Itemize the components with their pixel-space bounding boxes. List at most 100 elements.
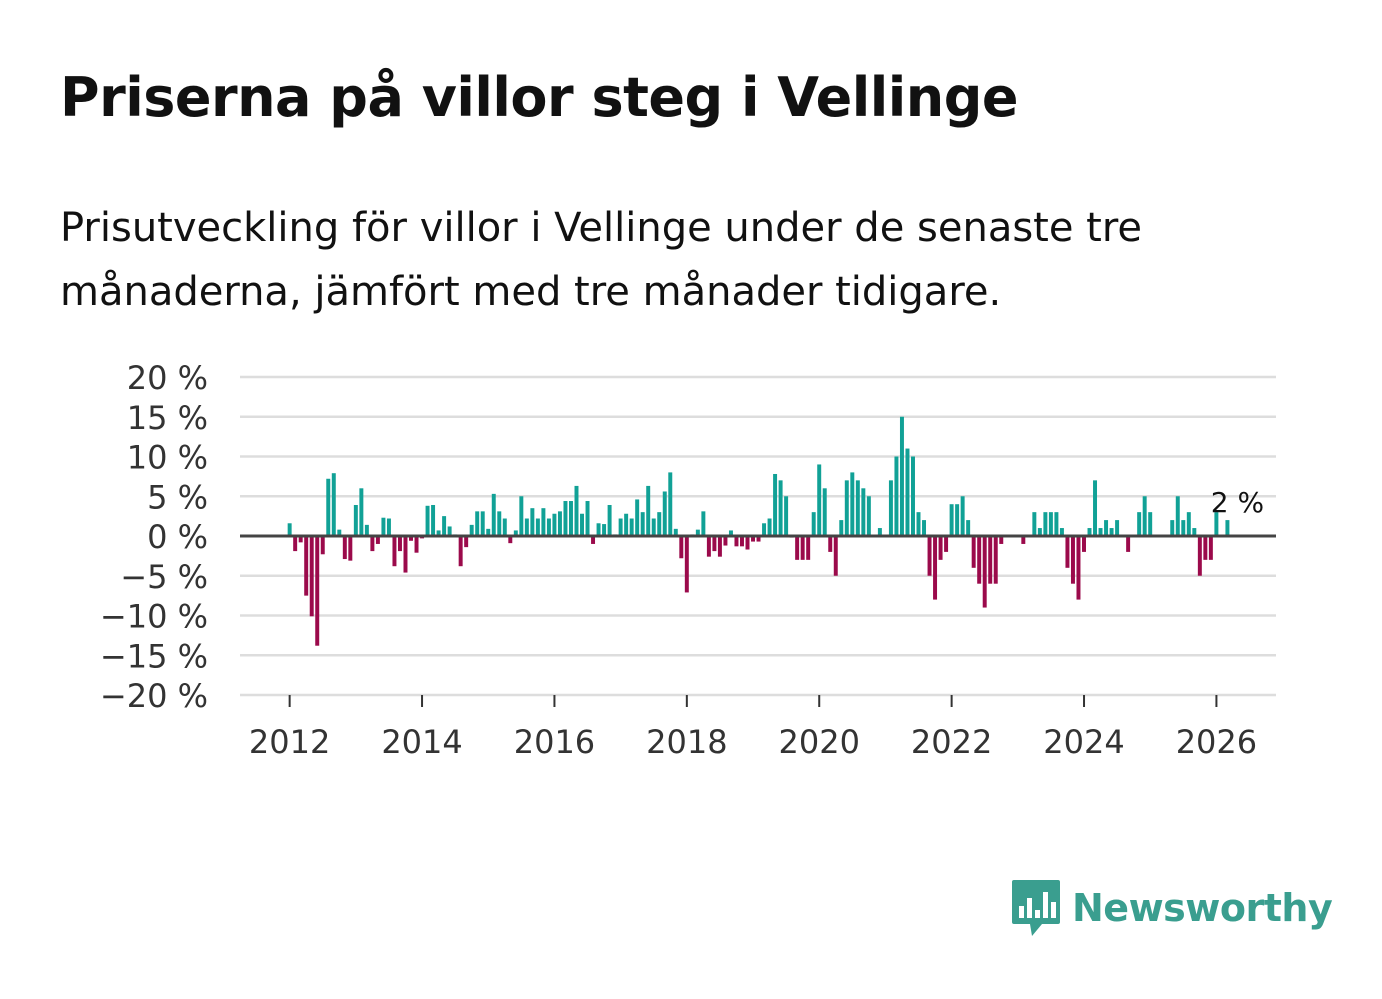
- bar: [519, 496, 524, 536]
- bar: [922, 520, 927, 536]
- bar: [817, 464, 822, 536]
- bar: [353, 504, 358, 536]
- bar: [993, 536, 998, 584]
- bar: [833, 536, 838, 576]
- bar: [977, 536, 982, 584]
- bar: [1181, 520, 1186, 536]
- bar: [381, 517, 386, 536]
- newsworthy-logo: Newsworthy: [1010, 878, 1333, 938]
- bar: [436, 530, 441, 536]
- bar: [828, 536, 833, 552]
- bar: [1104, 520, 1109, 536]
- bar: [651, 518, 656, 536]
- bar: [751, 536, 756, 542]
- bar: [546, 518, 551, 536]
- bar: [916, 512, 921, 536]
- bar: [728, 530, 733, 536]
- bar: [949, 504, 954, 536]
- x-tick-label: 2014: [381, 723, 462, 761]
- bar: [894, 456, 899, 536]
- bar: [971, 536, 976, 568]
- bar: [320, 536, 325, 555]
- bar: [403, 536, 408, 573]
- y-tick-label: 20 %: [127, 359, 208, 397]
- bar: [800, 536, 805, 560]
- bar: [574, 485, 579, 536]
- bar: [717, 536, 722, 557]
- bar: [458, 536, 463, 567]
- bar: [359, 488, 364, 536]
- bar: [855, 480, 860, 536]
- bar: [1148, 512, 1153, 536]
- bar: [1087, 528, 1092, 536]
- bar: [739, 536, 744, 547]
- bar: [668, 472, 673, 536]
- bar: [866, 496, 871, 536]
- bar: [1037, 528, 1042, 536]
- bar: [1082, 536, 1086, 552]
- bar: [602, 524, 607, 536]
- bar: [1048, 512, 1053, 536]
- bar: [486, 528, 491, 536]
- bar: [304, 536, 309, 596]
- bar: [646, 485, 651, 536]
- bar: [784, 496, 789, 536]
- x-tick-label: 2026: [1176, 723, 1257, 761]
- bar: [348, 536, 353, 561]
- bar: [822, 488, 827, 536]
- bar: [287, 523, 292, 536]
- bar: [409, 536, 413, 541]
- bar: [1032, 512, 1037, 536]
- bar: [508, 536, 513, 544]
- brand-name: Newsworthy: [1072, 886, 1333, 930]
- bar: [635, 499, 640, 536]
- bar: [513, 530, 518, 536]
- bar: [811, 512, 816, 536]
- bar: [701, 511, 706, 536]
- x-tick-label: 2022: [911, 723, 992, 761]
- bar: [315, 536, 320, 646]
- bar: [640, 512, 645, 536]
- bar: [386, 518, 391, 536]
- bar: [762, 523, 767, 536]
- bar: [662, 491, 667, 536]
- bar: [568, 501, 573, 536]
- bar: [955, 504, 960, 536]
- bar: [364, 524, 369, 536]
- bar: [1043, 512, 1048, 536]
- bar: [475, 511, 480, 536]
- bar: [778, 480, 783, 536]
- bar: [706, 536, 711, 557]
- bar: [745, 536, 750, 550]
- bar: [524, 518, 529, 536]
- bar: [1098, 528, 1103, 536]
- bar: [1126, 536, 1131, 552]
- bar: [624, 513, 629, 536]
- bar: [1076, 536, 1081, 600]
- bar: [1142, 496, 1147, 536]
- bar: [464, 536, 469, 548]
- bar: [447, 526, 452, 536]
- bar: [756, 536, 761, 542]
- x-tick-label: 2016: [514, 723, 595, 761]
- bar: [933, 536, 938, 600]
- bar: [557, 511, 562, 536]
- y-tick-label: 5 %: [147, 478, 208, 516]
- bar: [679, 536, 684, 559]
- bar: [1208, 536, 1213, 560]
- latest-value-annotation: 2 %: [1211, 486, 1264, 519]
- bar: [1065, 536, 1070, 568]
- bar: [1170, 520, 1175, 536]
- y-tick-label: 15 %: [127, 399, 208, 437]
- bar: [563, 501, 568, 536]
- bar: [938, 536, 943, 560]
- bar: [1021, 536, 1026, 544]
- chart-title: Priserna på villor steg i Vellinge: [60, 66, 1019, 129]
- bar: [988, 536, 993, 584]
- y-tick-label: 0 %: [147, 518, 208, 556]
- bar: [480, 511, 485, 536]
- bar: [397, 536, 402, 552]
- bar: [1059, 528, 1064, 536]
- bar: [723, 536, 728, 546]
- bar: [541, 508, 546, 536]
